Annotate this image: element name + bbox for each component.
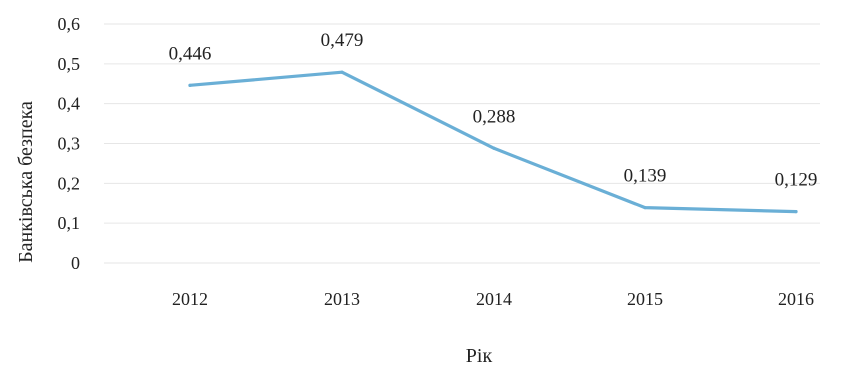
data-point (188, 83, 192, 87)
data-labels: 0,446 0,479 0,288 0,139 0,129 (169, 30, 818, 190)
y-tick-label: 0,3 (58, 134, 81, 154)
data-label: 0,288 (473, 106, 516, 127)
data-label: 0,446 (169, 43, 212, 64)
y-axis-ticks: 0 0,1 0,2 0,3 0,4 0,5 0,6 (58, 14, 81, 273)
data-label: 0,129 (775, 170, 818, 191)
y-axis-title: Банківська безпека (15, 101, 37, 263)
data-point (794, 210, 798, 214)
gridlines (104, 23, 820, 264)
y-tick-label: 0,2 (58, 173, 81, 193)
y-tick-label: 0,5 (58, 54, 81, 74)
y-tick-label: 0,1 (58, 213, 81, 233)
y-tick-label: 0 (71, 253, 80, 273)
x-tick-label: 2015 (627, 289, 663, 309)
data-point (492, 146, 496, 150)
x-axis-title: Рік (466, 345, 493, 367)
x-tick-label: 2016 (778, 289, 814, 309)
data-label: 0,479 (321, 30, 364, 51)
y-tick-label: 0,4 (58, 94, 81, 114)
x-tick-label: 2012 (172, 289, 208, 309)
series-line (188, 70, 798, 214)
x-tick-label: 2013 (324, 289, 360, 309)
x-tick-label: 2014 (476, 289, 512, 309)
x-axis-ticks: 2012 2013 2014 2015 2016 (172, 289, 814, 309)
data-point (340, 70, 344, 74)
y-tick-label: 0,6 (58, 14, 81, 34)
data-label: 0,139 (624, 166, 667, 187)
series-layer (188, 70, 798, 214)
data-point (643, 206, 647, 210)
